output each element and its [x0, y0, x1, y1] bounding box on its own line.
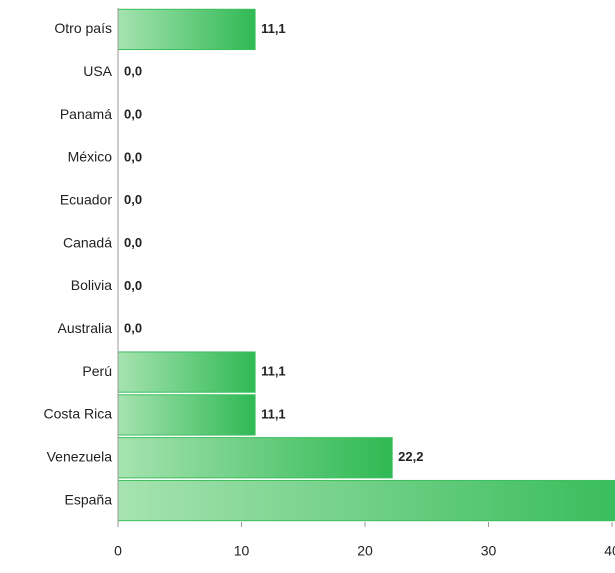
value-label: 0,0	[124, 235, 142, 250]
x-tick-label: 40	[604, 543, 615, 559]
y-tick-label: México	[68, 149, 113, 165]
value-label: 11,1	[261, 364, 286, 379]
y-tick-label: España	[65, 491, 113, 507]
y-tick-label: USA	[83, 63, 112, 79]
y-tick-label: Bolivia	[71, 277, 112, 293]
bar	[117, 8, 256, 51]
y-tick-label: Perú	[82, 363, 112, 379]
y-tick-label: Venezuela	[47, 448, 113, 464]
x-tick-label: 30	[481, 543, 497, 559]
x-tick-label: 0	[114, 543, 122, 559]
y-tick-label: Otro país	[54, 20, 112, 36]
y-tick-label: Ecuador	[60, 191, 112, 207]
y-tick-label: Australia	[58, 320, 113, 336]
y-tick-label: Costa Rica	[44, 406, 113, 422]
x-tick-label: 10	[234, 543, 250, 559]
value-label: 0,0	[124, 192, 142, 207]
value-label: 11,1	[261, 406, 286, 421]
y-tick-label: Panamá	[60, 106, 112, 122]
value-label: 0,0	[124, 149, 142, 164]
bar	[117, 479, 615, 522]
value-label: 0,0	[124, 278, 142, 293]
bar	[117, 351, 256, 393]
bar	[117, 394, 256, 436]
x-tick-label: 20	[357, 543, 373, 559]
value-label: 0,0	[124, 321, 142, 336]
value-label: 0,0	[124, 107, 142, 122]
y-tick-label: Canadá	[63, 234, 112, 250]
value-label: 0,0	[124, 64, 142, 79]
value-label: 11,1	[261, 21, 286, 36]
value-label: 22,2	[398, 449, 423, 464]
bar	[117, 437, 393, 479]
